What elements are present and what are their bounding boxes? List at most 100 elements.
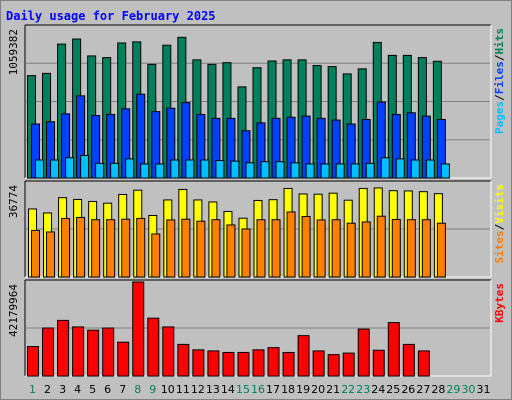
x-tick-label: 22: [341, 383, 355, 396]
kbytes-bar: [102, 327, 115, 377]
pages-bar: [365, 162, 375, 179]
kbytes-bar: [297, 335, 310, 377]
kbytes-bar: [207, 350, 220, 377]
kbytes-bar: [372, 349, 385, 377]
sites-bar: [256, 219, 266, 278]
kbytes-bar: [177, 343, 190, 377]
kbytes-bar: [237, 351, 250, 377]
x-tick-label: 25: [386, 383, 400, 396]
x-tick-label: 1: [29, 383, 36, 396]
pages-bar: [230, 160, 240, 179]
sites-bar: [136, 217, 146, 278]
right-label-part: Pages: [493, 101, 506, 134]
x-tick-label: 24: [371, 383, 385, 396]
pages-bar: [80, 154, 90, 179]
y-max-label: 42179964: [7, 284, 20, 337]
kbytes-bar: [282, 351, 295, 377]
pages-bar: [95, 162, 105, 179]
x-tick-label: 8: [134, 383, 141, 396]
pages-bar: [215, 160, 225, 179]
x-tick-label: 13: [206, 383, 220, 396]
right-label: Pages/Files/Hits: [493, 28, 506, 134]
x-tick-label: 26: [401, 383, 415, 396]
sites-bar: [331, 219, 341, 278]
pages-bar: [425, 159, 435, 179]
x-tick-label: 31: [476, 383, 490, 396]
kbytes-bar: [72, 326, 85, 377]
pages-bar: [110, 162, 120, 179]
x-tick-label: 16: [251, 383, 265, 396]
x-tick-label: 10: [161, 383, 175, 396]
right-label-part: Files: [493, 61, 506, 94]
right-label-part: KBytes: [493, 283, 506, 323]
right-label: KBytes: [493, 283, 506, 323]
x-tick-label: 18: [281, 383, 295, 396]
kbytes-bar: [162, 326, 175, 377]
chart-panels: 1059382 Pages/Files/Hits 36774 Sites/Visits…: [7, 24, 506, 377]
sites-bar: [211, 219, 221, 278]
kbytes-bar: [342, 352, 355, 377]
pages-bar: [125, 158, 135, 179]
kbytes-bar: [132, 281, 145, 377]
x-tick-label: 2: [44, 383, 51, 396]
sites-bar: [271, 219, 281, 278]
kbytes-bar: [267, 347, 280, 377]
pages-bar: [305, 163, 315, 179]
kbytes-bar: [57, 319, 70, 377]
sites-bar: [391, 218, 401, 278]
pages-bar: [35, 159, 45, 179]
panel-kbytes: 42179964 KBytes: [7, 279, 506, 377]
x-axis-labels: 1 2 3 4 5 6 7 8 9 10 11 12 13 14 15 16 17 18 19 20 21 22 23 24 2…: [29, 383, 490, 396]
sites-bar: [361, 221, 371, 278]
sites-bar: [76, 216, 86, 278]
sites-bar: [226, 224, 236, 278]
right-label-part: /: [493, 223, 506, 230]
x-tick-label: 28: [431, 383, 445, 396]
y-max-label: 36774: [7, 185, 20, 218]
x-tick-label: 7: [119, 383, 126, 396]
right-label: Sites/Visits: [493, 184, 506, 264]
x-tick-label: 11: [176, 383, 190, 396]
kbytes-bar: [252, 349, 265, 377]
pages-bar: [395, 158, 405, 179]
sites-bar: [106, 219, 116, 278]
kbytes-bar: [147, 317, 160, 377]
sites-bar: [436, 222, 446, 278]
sites-bar: [46, 231, 56, 278]
sites-bar: [376, 215, 386, 278]
kbytes-bar: [117, 341, 130, 377]
pages-bar: [320, 163, 330, 179]
kbytes-bar: [402, 343, 415, 377]
sites-bar: [406, 219, 416, 278]
panel-hits-files-pages: 1059382 Pages/Files/Hits: [7, 24, 506, 179]
kbytes-bar: [312, 350, 325, 377]
right-label-part: Sites: [493, 230, 506, 263]
kbytes-bar: [87, 329, 100, 377]
pages-bar: [350, 163, 360, 179]
sites-bar: [346, 222, 356, 278]
pages-bar: [65, 157, 75, 179]
pages-bar: [260, 161, 270, 179]
pages-bar: [335, 163, 345, 179]
x-tick-label: 19: [296, 383, 310, 396]
x-tick-label: 4: [74, 383, 81, 396]
x-tick-label: 5: [89, 383, 96, 396]
sites-bar: [61, 217, 71, 278]
sites-bar: [241, 228, 251, 278]
x-tick-label: 15: [236, 383, 250, 396]
sites-bar: [301, 215, 311, 278]
x-tick-label: 6: [104, 383, 111, 396]
x-tick-label: 20: [311, 383, 325, 396]
sites-bar: [196, 220, 206, 278]
y-max-label: 1059382: [7, 29, 20, 75]
pages-bar: [50, 159, 60, 179]
kbytes-bar: [417, 350, 430, 377]
x-tick-label: 29: [446, 383, 460, 396]
sites-bar: [181, 218, 191, 278]
right-label-part: /: [493, 94, 506, 101]
x-tick-label: 17: [266, 383, 280, 396]
x-tick-label: 21: [326, 383, 340, 396]
pages-bar: [380, 157, 390, 179]
sites-bar: [91, 219, 101, 278]
right-label-part: /: [493, 54, 506, 61]
